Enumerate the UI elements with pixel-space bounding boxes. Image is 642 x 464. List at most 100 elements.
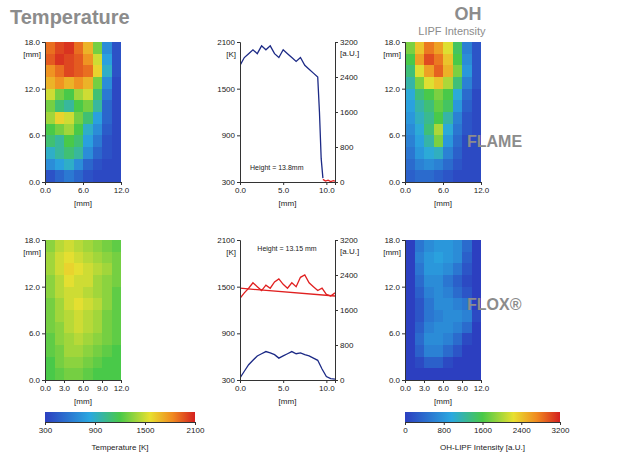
tick-label: 2100 [217,236,235,245]
heatmap-cell [434,252,444,264]
heatmap-cell [74,89,84,101]
tick-mark [102,380,103,383]
heatmap-cell [64,263,74,275]
heatmap-cell [64,322,74,334]
heatmap-cell [405,357,415,369]
heatmap-cell [64,147,74,159]
heatmap-cell [462,368,472,380]
heatmap-cell [102,89,112,101]
heatmap-cell [55,112,65,124]
line-series [240,275,335,379]
tick: 6.0 [29,131,45,140]
heatmap-cell [64,42,74,54]
tick-mark [237,42,240,43]
heatmap-cell [453,170,463,182]
heatmap-cell [453,42,463,54]
heatmap-cell [64,310,74,322]
x-axis-title: [mm] [434,397,452,406]
tick-label: 1600 [474,426,492,435]
y-axis-title: [mm] [23,248,41,257]
heatmap-cell [424,147,434,159]
heatmap-cell [83,170,93,182]
heatmap-cell [415,42,425,54]
heatmap-cell [453,333,463,345]
tick-label: 2400 [513,426,531,435]
heatmap-cell [443,124,453,136]
x-axis: 0.06.012.0 [400,182,490,195]
heatmap-cell [45,54,55,66]
heatmap-cell [93,298,103,310]
heatmap-cell [93,263,103,275]
colorbar-axis: 0800160024003200 [403,422,570,435]
axis-line [46,183,122,186]
heatmap-cell [74,112,84,124]
heatmap-cell [424,275,434,287]
heatmap-cell [443,263,453,275]
heatmap-cell [472,170,482,182]
heatmap-cell [83,159,93,171]
tick-mark [481,182,482,185]
line [323,179,335,181]
heatmap-cell [93,135,103,147]
heatmap-cell [462,65,472,77]
tick-label: 0 [340,376,345,385]
tick: 2400 [335,271,358,280]
tick-label: 0.0 [29,376,41,385]
heatmap-cell [434,100,444,112]
heatmap-cell [472,89,482,101]
tick: 12.0 [474,380,490,393]
heatmap-cell [415,263,425,275]
heatmap-cell [64,54,74,66]
heatmap-panel: 30090015002100Temperature [K]0.03.06.09.… [23,236,205,452]
heatmap-cell [415,89,425,101]
line-panel: 0800160024003200[a.U.]0.05.010.030090015… [217,38,359,208]
heatmap-cell [112,357,122,369]
heatmap-cell [45,310,55,322]
tick: 1600 [474,422,492,435]
tick-label: 0 [403,426,408,435]
heatmap-cell [472,345,482,357]
heatmap-cell [102,252,112,264]
tick: 6.0 [389,329,405,338]
heatmap-cell [443,310,453,322]
tick-label: 300 [39,426,53,435]
heatmap-cell [424,170,434,182]
heatmap-cell [472,333,482,345]
heatmap-cell [64,275,74,287]
heatmap-cell [405,135,415,147]
tick-mark [443,380,444,383]
heatmap-cell [93,345,103,357]
heatmap-cell [55,240,65,252]
heatmap-cell [434,135,444,147]
heatmap-cell [102,368,112,380]
heatmap-cell [45,77,55,89]
x-axis-title: [mm] [74,397,92,406]
tick-mark [481,380,482,383]
tick-mark [402,380,405,381]
y2-axis: 0800160024003200 [335,236,358,385]
heatmap-cell [102,333,112,345]
tick-mark [335,345,338,346]
tick-label: 6.0 [438,186,450,195]
tick: 800 [335,143,354,152]
heatmap-cell [55,275,65,287]
axis-line [406,381,482,384]
heatmap-cell [64,345,74,357]
heatmap-cell [64,333,74,345]
heatmap-cell [462,42,472,54]
heatmap-cell [434,42,444,54]
tick: 800 [335,341,354,350]
heatmap-cell [93,287,103,299]
tick-label: 10.0 [319,384,335,393]
tick-mark [42,380,45,381]
heatmap-cell [472,368,482,380]
tick-label: 300 [222,376,236,385]
row-label: FLOX® [467,296,522,313]
tick: 12.0 [474,182,490,195]
y-axis: 0.06.012.018.0 [384,38,405,187]
tick: 1500 [137,422,155,435]
heatmap-cell [83,333,93,345]
tick-mark [326,380,327,383]
heatmap-cell [93,147,103,159]
heatmap-cell [443,345,453,357]
